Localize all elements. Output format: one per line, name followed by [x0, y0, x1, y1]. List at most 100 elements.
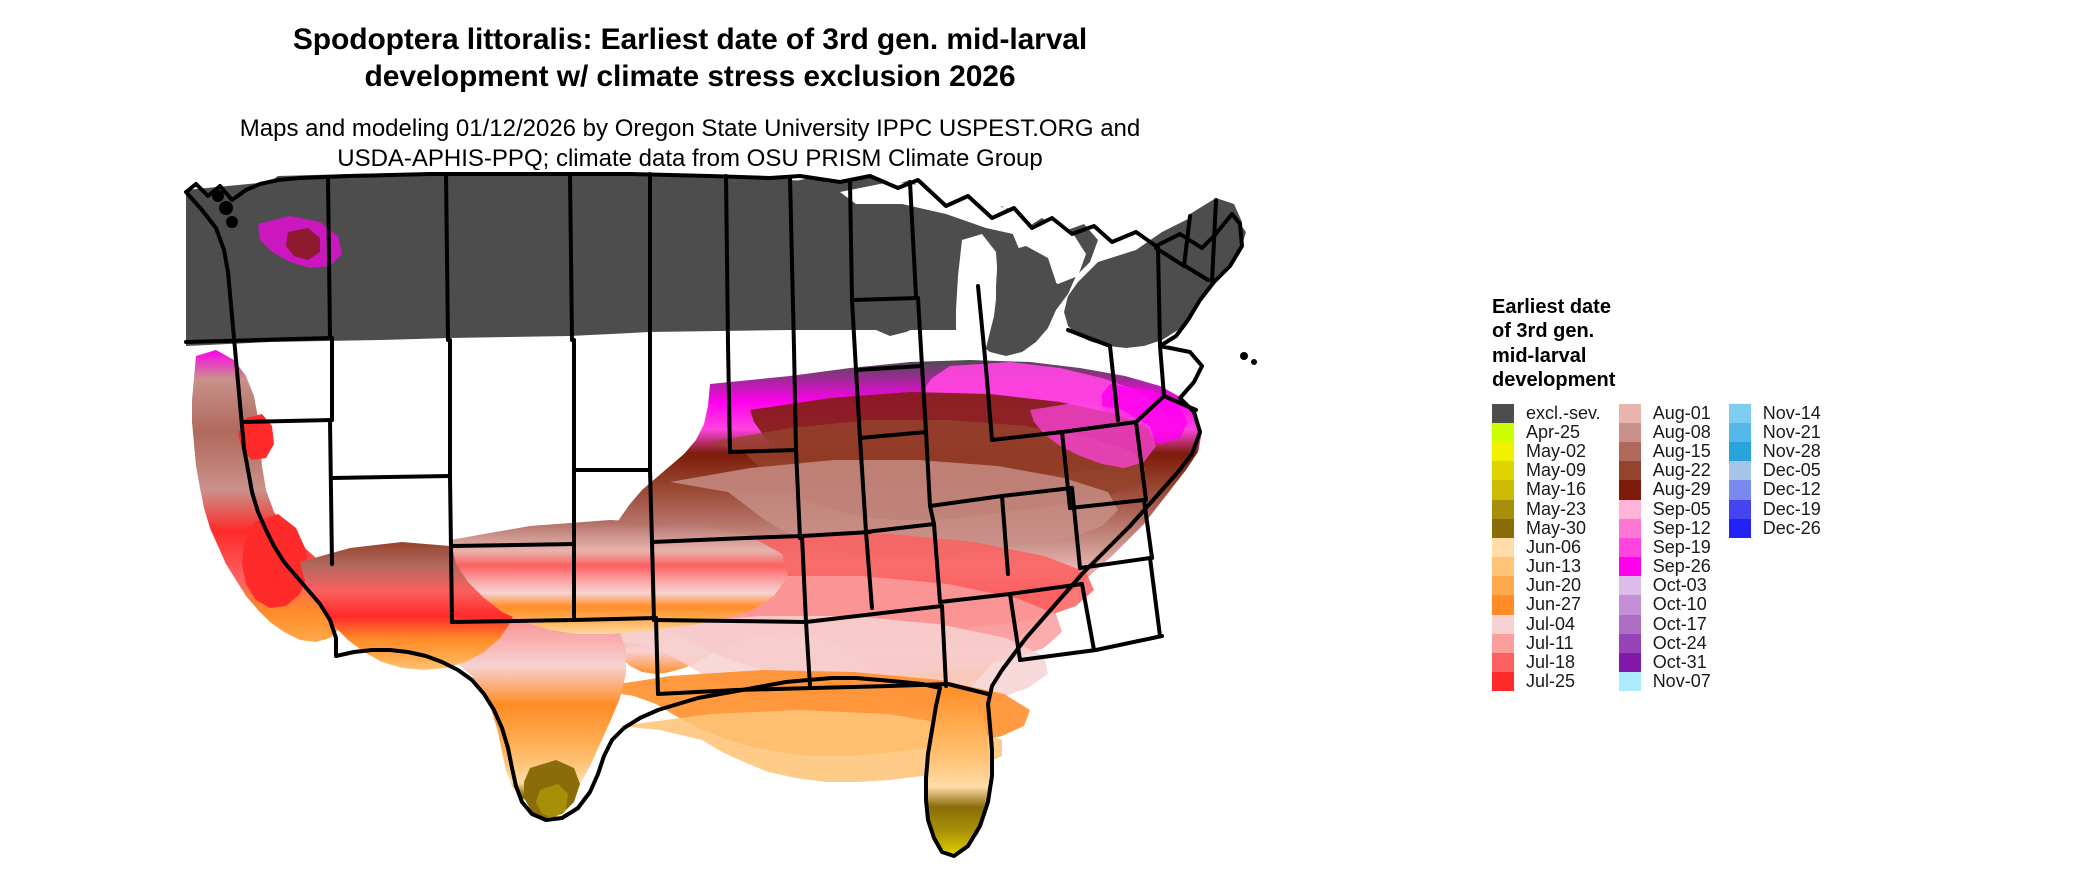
legend-label: May-09	[1526, 460, 1587, 481]
legend-label: Nov-28	[1762, 440, 1821, 461]
region-cascades-brown	[286, 228, 320, 260]
legend-label: May-02	[1526, 440, 1587, 461]
legend-swatch	[1492, 480, 1514, 500]
legend-swatch	[1492, 672, 1514, 692]
cape-cod-islands	[1240, 352, 1248, 360]
region-appalachian-magenta	[1030, 402, 1156, 468]
legend-entry[interactable]: Oct-10	[1618, 594, 1711, 615]
legend-entry[interactable]: Sep-26	[1618, 556, 1711, 577]
legend-swatch	[1492, 576, 1514, 596]
legend-entry[interactable]: Jun-13	[1492, 556, 1601, 577]
legend-column-1: excl.-sev. Apr-25 May-02 May-09 May-16 May-23…	[1492, 403, 1601, 692]
legend-label: Dec-19	[1762, 498, 1821, 519]
legend-swatch	[1618, 672, 1641, 692]
legend-label: Sep-19	[1652, 536, 1711, 557]
legend-label: Jun-06	[1526, 536, 1582, 557]
region-south-texas-tip-inner	[536, 784, 568, 818]
state-borders	[184, 172, 1244, 858]
legend-swatch	[1618, 403, 1641, 423]
legend-entry[interactable]: May-09	[1492, 460, 1601, 481]
legend-label: Aug-15	[1652, 440, 1711, 461]
legend-entry[interactable]: Jul-11	[1492, 633, 1601, 653]
legend-entry[interactable]: Dec-05	[1728, 460, 1821, 481]
legend-entry[interactable]: Jun-06	[1492, 536, 1601, 558]
legend-entry[interactable]: Jul-04	[1492, 613, 1601, 634]
legend-entry[interactable]: Oct-31	[1618, 652, 1711, 673]
legend-label: Oct-31	[1652, 652, 1707, 672]
legend-label: Aug-22	[1652, 460, 1711, 481]
legend-label: Oct-17	[1652, 613, 1707, 634]
lake-michigan	[956, 234, 998, 366]
legend-entry[interactable]: May-02	[1492, 440, 1601, 462]
page-title: Spodoptera littoralis: Earliest date of …	[292, 23, 1088, 93]
legend-entry[interactable]: Dec-26	[1728, 517, 1821, 538]
legend-entry[interactable]: May-23	[1492, 499, 1601, 519]
legend-label: Sep-26	[1652, 556, 1711, 577]
legend-label: Jun-20	[1526, 575, 1582, 596]
legend-entry[interactable]: Dec-12	[1728, 480, 1821, 500]
legend-entry[interactable]: Nov-21	[1728, 422, 1821, 442]
legend-swatch	[1618, 461, 1641, 481]
legend-swatch	[1492, 557, 1514, 577]
legend-entry[interactable]: Nov-28	[1728, 440, 1821, 462]
legend-label: Nov-14	[1762, 402, 1821, 423]
legend-title: Earliest date of 3rd gen. mid-larval dev…	[1492, 296, 1616, 392]
legend-label: May-30	[1526, 517, 1587, 538]
legend-column-3: Nov-14 Nov-21 Nov-28 Dec-05 Dec-12 Dec-19 Dec-…	[1728, 402, 1821, 538]
legend-entry[interactable]: Jul-25	[1492, 671, 1601, 692]
legend-entry[interactable]: Dec-19	[1728, 498, 1821, 519]
legend-entry[interactable]: Oct-03	[1618, 576, 1711, 596]
legend-entry[interactable]: Oct-17	[1618, 613, 1711, 634]
legend-label: Nov-07	[1652, 671, 1711, 692]
legend-entry[interactable]: Jun-27	[1492, 594, 1601, 615]
legend-entry[interactable]: Nov-07	[1618, 671, 1711, 692]
legend-label: Aug-29	[1652, 479, 1711, 500]
legend-swatch	[1728, 441, 1751, 462]
legend-swatch	[1618, 653, 1641, 673]
legend-entry[interactable]: Sep-19	[1618, 536, 1711, 558]
region-desert-southwest	[300, 542, 516, 670]
legend-swatch	[1492, 633, 1514, 653]
legend-label: Jul-04	[1526, 613, 1576, 634]
legend-entry[interactable]: Aug-01	[1618, 402, 1711, 423]
legend-entry[interactable]: May-16	[1492, 480, 1601, 500]
legend-entry[interactable]: May-30	[1492, 517, 1601, 538]
legend-swatch	[1618, 576, 1641, 596]
region-florida	[926, 686, 990, 854]
region-june-light-band	[620, 710, 1002, 782]
legend-swatch	[1728, 422, 1751, 442]
michigan-lower-peninsula	[996, 246, 1056, 354]
legend-entry[interactable]: Jun-20	[1492, 575, 1601, 596]
legend-entry[interactable]: Oct-24	[1618, 633, 1711, 653]
region-california-north-hot	[238, 414, 274, 460]
legend-label: Oct-10	[1652, 594, 1707, 615]
legend-entry[interactable]: Aug-08	[1618, 422, 1711, 442]
region-california-valley-hot	[242, 514, 308, 608]
legend-entry[interactable]: Jul-18	[1492, 652, 1601, 673]
map-panel	[150, 170, 1480, 870]
legend-label: Jul-18	[1526, 652, 1576, 672]
legend-swatch	[1618, 441, 1641, 462]
legend-label: Dec-26	[1762, 517, 1821, 538]
legend-swatch	[1492, 537, 1514, 558]
region-southern-plains	[450, 520, 788, 634]
legend-label: Aug-01	[1652, 402, 1711, 423]
page-subtitle: Maps and modeling 01/12/2026 by Oregon S…	[239, 115, 1141, 173]
legend-swatch	[1728, 461, 1751, 481]
legend-entry[interactable]: Aug-22	[1618, 460, 1711, 481]
legend-swatch	[1728, 403, 1751, 423]
legend-entry[interactable]: Nov-14	[1728, 402, 1821, 423]
legend-entry[interactable]: excl.-sev.	[1492, 403, 1601, 423]
legend-label: Jul-25	[1526, 671, 1576, 692]
legend-entry[interactable]: Aug-15	[1618, 440, 1711, 462]
legend-label: Jun-13	[1526, 556, 1582, 577]
legend-label: Jun-27	[1526, 594, 1582, 615]
legend-entry[interactable]: Aug-29	[1618, 479, 1711, 500]
legend-entry[interactable]: Sep-12	[1618, 518, 1711, 538]
legend-swatch	[1618, 422, 1641, 442]
legend-swatch	[1492, 614, 1514, 634]
lake-superior	[840, 182, 1030, 236]
legend-entry[interactable]: Sep-05	[1618, 499, 1711, 519]
marthas-vineyard	[1251, 359, 1257, 365]
legend-entry[interactable]: Apr-25	[1492, 422, 1601, 442]
